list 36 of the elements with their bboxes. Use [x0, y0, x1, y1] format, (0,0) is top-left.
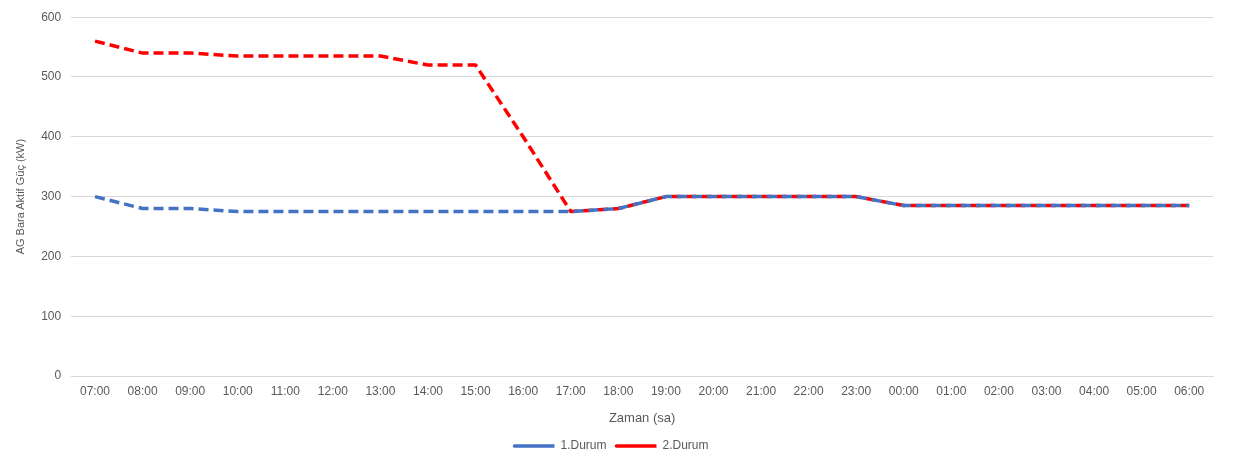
x-tick-label: 05:00 — [1126, 383, 1157, 398]
x-tick-label: 17:00 — [555, 383, 587, 398]
x-tick-label: 09:00 — [175, 383, 206, 398]
x-tick-label: 10:00 — [222, 383, 254, 398]
x-tick-label: 22:00 — [793, 383, 824, 398]
x-tick-label: 13:00 — [365, 383, 396, 398]
x-tick-label: 20:00 — [698, 383, 729, 398]
y-tick-label: 300 — [41, 188, 62, 203]
y-tick-label: 600 — [41, 9, 62, 24]
x-tick-label: 14:00 — [413, 383, 444, 398]
x-tick-label: 02:00 — [983, 383, 1015, 398]
legend-label: 1.Durum — [560, 438, 607, 453]
y-tick-label: 0 — [54, 368, 62, 383]
x-tick-label: 11:00 — [270, 383, 301, 398]
x-tick-label: 21:00 — [746, 383, 777, 398]
x-tick-label: 15:00 — [460, 383, 491, 398]
line-series — [93, 194, 1191, 214]
y-tick-label: 100 — [41, 308, 62, 323]
x-tick-label: 16:00 — [508, 383, 539, 398]
x-tick-label: 12:00 — [317, 383, 349, 398]
x-tick-label: 04:00 — [1079, 383, 1110, 398]
x-tick-label: 08:00 — [127, 383, 158, 398]
x-tick-label: 23:00 — [841, 383, 872, 398]
x-tick-label: 06:00 — [1174, 383, 1205, 398]
y-axis-title: AG Bara Aktif Güç (kW) — [13, 138, 26, 255]
x-tick-label: 18:00 — [603, 383, 634, 398]
x-tick-label: 03:00 — [1031, 383, 1062, 398]
x-tick-label: 00:00 — [888, 383, 920, 398]
x-tick-label: 07:00 — [79, 383, 111, 398]
y-tick-label: 200 — [41, 248, 62, 263]
x-tick-label: 19:00 — [650, 383, 682, 398]
y-tick-label: 400 — [41, 129, 62, 144]
y-tick-label: 500 — [41, 69, 62, 84]
x-axis-title: Zaman (sa) — [608, 409, 676, 425]
legend-label: 2.Durum — [662, 438, 709, 453]
x-tick-label: 01:00 — [936, 383, 967, 398]
